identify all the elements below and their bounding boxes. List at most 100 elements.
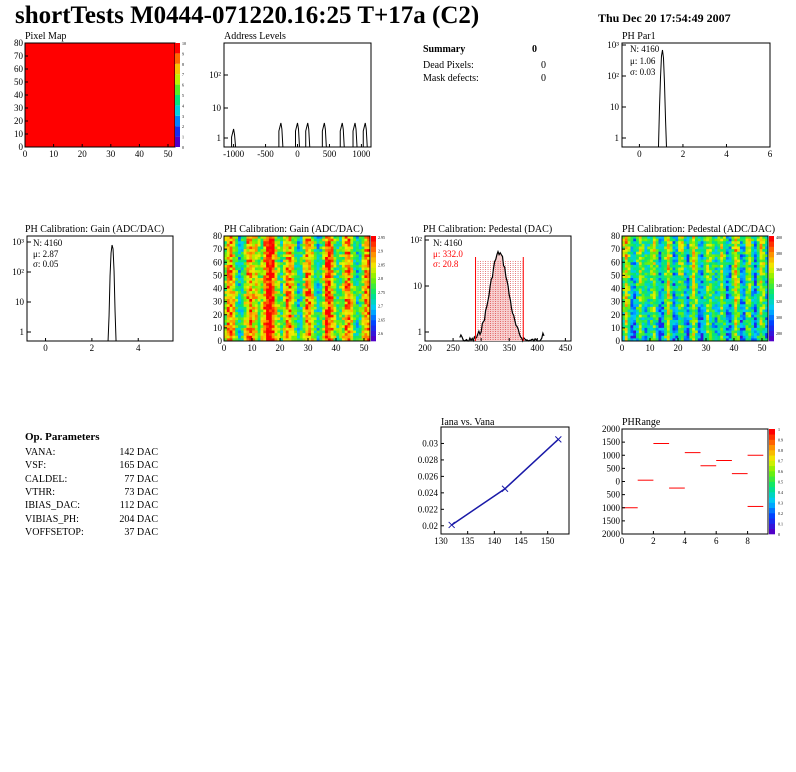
gain-map-cell — [288, 309, 292, 313]
gain-map-cell — [361, 306, 365, 310]
pedestal-map-cell — [734, 325, 738, 329]
pedestal-map-x-ticks: 0 10 20 30 40 50 — [620, 338, 767, 353]
pedestal-map-cell — [638, 320, 643, 324]
phrange-x-tick-label: 2 — [651, 536, 656, 546]
pedestal-map-cell — [739, 299, 744, 303]
gain-map-cell — [288, 327, 292, 331]
gain-map-cell — [226, 272, 231, 276]
pedestal-map-cell — [731, 335, 735, 339]
gain-map-cell — [235, 267, 239, 271]
pedestal-map-cell — [686, 236, 690, 240]
pedestal-map-x-tick-label: 0 — [620, 343, 625, 353]
pedestal-map-x-tick-label: 50 — [758, 343, 768, 353]
gain-map-cell — [333, 264, 337, 268]
pedestal-map-cell — [714, 291, 718, 295]
pedestal-map-cell — [728, 267, 732, 271]
pedestal-map-cell — [638, 283, 643, 287]
gain-map-cell — [235, 299, 239, 303]
gain-map-cell — [268, 272, 273, 276]
pedestal-map-cell — [703, 259, 707, 263]
pedestal-map-cell — [641, 314, 645, 318]
gain-map-cell — [353, 241, 357, 245]
pedestal-map-cell — [683, 327, 687, 331]
gain-map-cell — [294, 267, 298, 271]
pedestal-map-cell — [731, 301, 735, 305]
op-param-label: VIBIAS_PH: — [25, 513, 79, 525]
gain-map-cell — [274, 320, 278, 324]
gain-map-cell — [288, 259, 292, 263]
pedestal-map-cell — [647, 312, 651, 316]
gain-map-cell — [294, 291, 298, 295]
gain-map-cell — [291, 259, 295, 263]
gain-map-cell — [313, 288, 318, 292]
pedestal-map-cell — [652, 254, 657, 258]
pedestal-map-cell — [753, 272, 758, 276]
gain-map-cell — [235, 285, 239, 289]
gain-map-cell — [246, 312, 250, 316]
pedestal-map-cell — [751, 238, 755, 242]
pedestal-map-cell — [669, 296, 673, 300]
pedestal-map-cell — [742, 320, 746, 324]
gain-map-cell — [243, 320, 247, 324]
pedestal-map-cell — [720, 301, 724, 305]
pedestal-map-cell — [700, 338, 704, 342]
pedestal-map-cell — [748, 317, 752, 321]
pedestal-map-cell — [706, 301, 710, 305]
pedestal-map-cell — [692, 322, 696, 326]
iana-vana-title: Iana vs. Vana — [441, 417, 495, 428]
gain-map-cell — [355, 317, 360, 321]
pedestal-map-cell — [765, 280, 769, 284]
pedestal-map-cell — [737, 320, 741, 324]
pedestal-map-cell — [686, 288, 690, 292]
gain-map-cell — [240, 249, 245, 253]
gain-map-cell — [246, 309, 250, 313]
pedestal-map-cell — [689, 285, 693, 289]
pedestal-map-cell — [680, 306, 685, 310]
pedestal-map-cell — [622, 338, 626, 342]
pedestal-map-cell — [745, 333, 749, 337]
gain-map-cell — [308, 278, 312, 282]
pedestal-map-cell — [748, 320, 752, 324]
gain-map-cell — [263, 249, 267, 253]
pedestal-map-cell — [650, 309, 654, 313]
gain-map-cell — [263, 306, 267, 310]
pedestal-map-cell — [714, 238, 718, 242]
gain-map-cell — [249, 335, 253, 339]
pedestal-map-cell — [650, 330, 654, 334]
pedestal-map-cell — [683, 299, 687, 303]
gain-map-cell — [327, 257, 332, 261]
gain-map-cell — [341, 301, 346, 305]
gain-map-y-tick-label: 50 — [213, 270, 223, 280]
pedestal-map-x-tick-label: 30 — [702, 343, 712, 353]
pedestal-map-cell — [675, 314, 679, 318]
gain-map-cell — [260, 243, 264, 247]
gain-map-cell — [339, 293, 343, 297]
pedestal-map-cell — [636, 327, 640, 331]
gain-map-cell — [285, 299, 289, 303]
pedestal-map-cell — [652, 280, 657, 284]
gain-map-cell — [226, 285, 231, 289]
pedestal-map-cell — [753, 330, 758, 334]
gain-map-cell — [243, 299, 247, 303]
pedestal-map-cell — [666, 293, 671, 297]
pedestal-map-cell — [650, 327, 654, 331]
gain-map-cell — [291, 241, 295, 245]
pedestal-map-cell — [711, 309, 716, 313]
gain-map-cell — [288, 270, 292, 274]
gain-map-cell — [361, 280, 365, 284]
gain-map-cell — [280, 270, 284, 274]
pedestal-map-cell — [675, 262, 679, 266]
gain-map-cell — [232, 272, 236, 276]
gain-map-cell — [277, 270, 281, 274]
pedestal-map-cell — [717, 291, 721, 295]
gain-map-cell — [277, 283, 281, 287]
pedestal-map-cell — [652, 251, 657, 255]
pedestal-map-cell — [714, 293, 718, 297]
pedestal-map-cell — [689, 330, 693, 334]
gain-map-cell — [229, 241, 233, 245]
gain-map-cell — [285, 327, 289, 331]
pixel-map-colorbar-segment — [175, 105, 180, 116]
pedestal-map-cell — [652, 278, 657, 282]
gain-map-cell — [263, 270, 267, 274]
